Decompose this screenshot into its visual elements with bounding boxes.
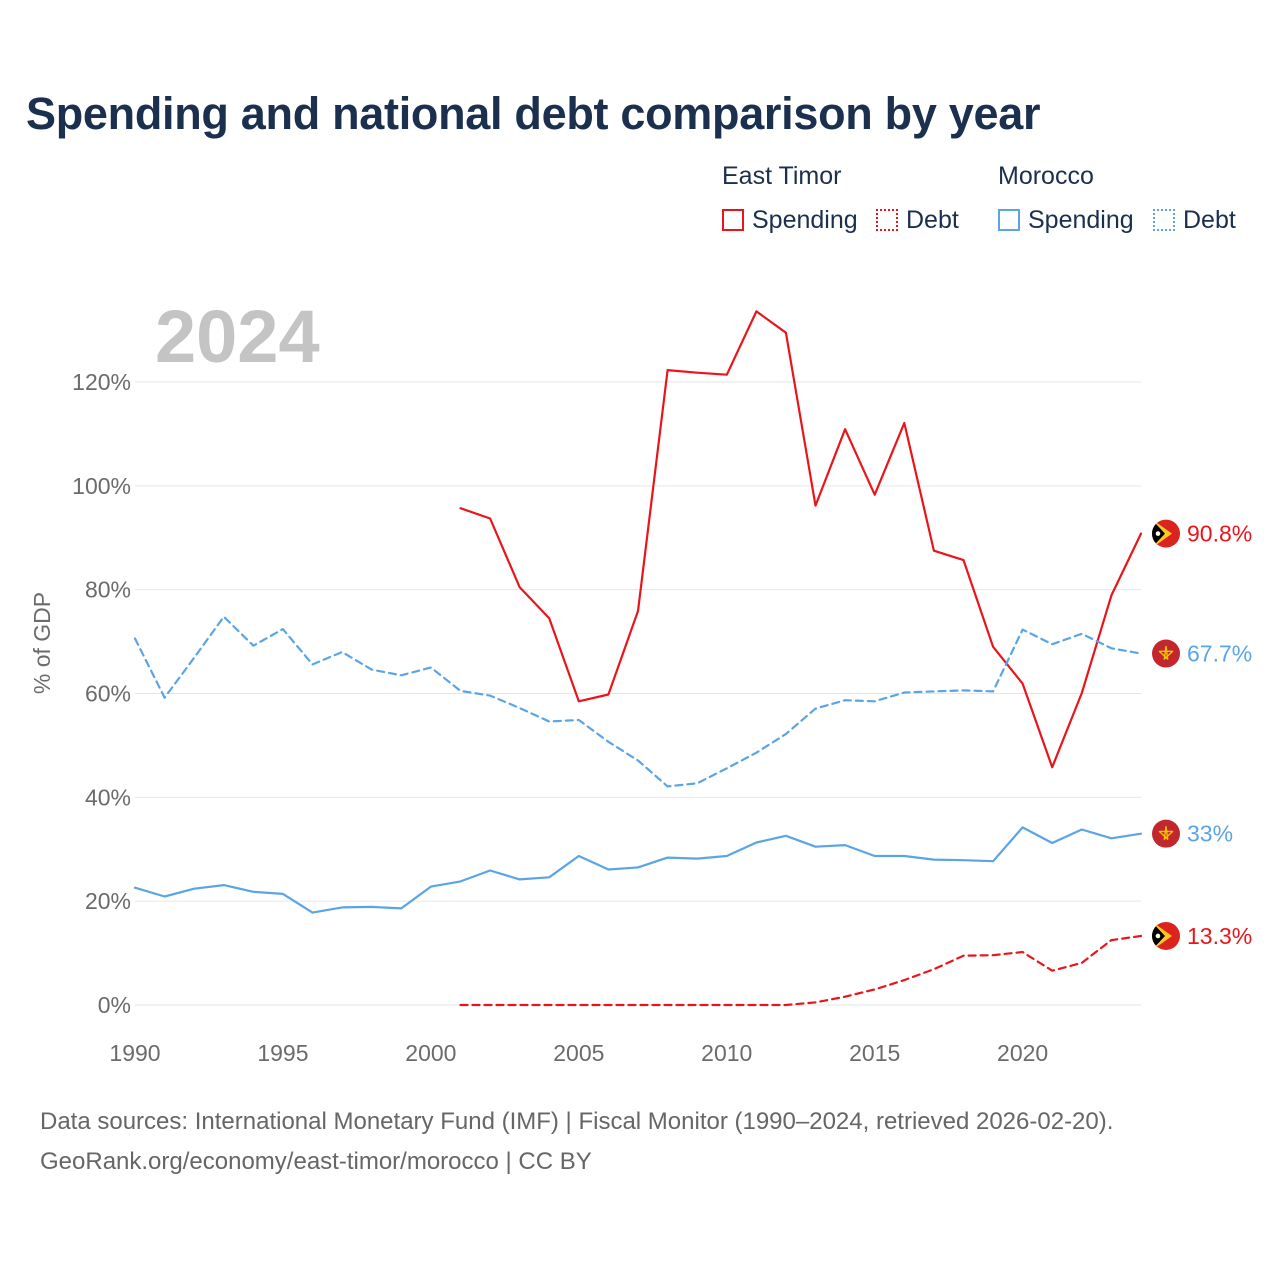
legend-east-timor-debt[interactable]: Debt <box>876 204 959 236</box>
chart-title: Spending and national debt comparison by… <box>26 88 1041 139</box>
year-watermark: 2024 <box>155 295 320 378</box>
x-tick-label: 2000 <box>405 1040 456 1066</box>
legend-swatch-dotted-blue <box>1153 209 1175 231</box>
morocco-spending-end-label: 33% <box>1187 821 1233 847</box>
east-timor-spending-line <box>459 310 1143 769</box>
east-timor-debt-line <box>459 934 1143 1007</box>
east-timor-debt-end-label: 13.3% <box>1187 923 1252 949</box>
legend-east-timor-spending[interactable]: Spending <box>722 204 858 236</box>
x-tick-label: 1995 <box>257 1040 308 1066</box>
legend-morocco-spending[interactable]: Spending <box>998 204 1134 236</box>
x-tick-label: 2010 <box>701 1040 752 1066</box>
legend-swatch-solid-red <box>722 209 744 231</box>
y-tick-label: 0% <box>98 992 131 1018</box>
y-tick-label: 40% <box>85 784 131 810</box>
legend-label: Spending <box>1028 205 1134 234</box>
footer-sources: Data sources: International Monetary Fun… <box>40 1108 1114 1135</box>
x-tick-label: 2015 <box>849 1040 900 1066</box>
footer-credit: GeoRank.org/economy/east-timor/morocco |… <box>40 1148 592 1175</box>
legend-swatch-dotted-red <box>876 209 898 231</box>
x-tick-label: 2005 <box>553 1040 604 1066</box>
legend-group-morocco: Morocco <box>998 162 1094 190</box>
east-timor-flag-icon <box>1152 921 1180 950</box>
morocco-debt-end-label: 67.7% <box>1187 641 1252 667</box>
east-timor-flag-icon <box>1152 519 1180 548</box>
x-tick-label: 2020 <box>997 1040 1048 1066</box>
morocco-flag-icon <box>1152 639 1180 668</box>
morocco-debt-line <box>133 615 1143 788</box>
east-timor-spending-end-label: 90.8% <box>1187 521 1252 547</box>
y-tick-label: 120% <box>72 369 131 395</box>
y-tick-label: 20% <box>85 888 131 914</box>
legend-swatch-solid-blue <box>998 209 1020 231</box>
y-axis-label: % of GDP <box>29 592 55 694</box>
legend-morocco-debt[interactable]: Debt <box>1153 204 1236 236</box>
legend-group-east-timor: East Timor <box>722 162 842 190</box>
legend-label: Debt <box>906 205 959 234</box>
y-tick-label: 60% <box>85 681 131 707</box>
morocco-flag-icon <box>1152 819 1180 848</box>
y-tick-label: 100% <box>72 473 131 499</box>
legend-label: Spending <box>752 205 858 234</box>
y-tick-label: 80% <box>85 577 131 603</box>
legend-label: Debt <box>1183 205 1236 234</box>
x-tick-label: 1990 <box>109 1040 160 1066</box>
morocco-spending-line <box>133 826 1143 914</box>
